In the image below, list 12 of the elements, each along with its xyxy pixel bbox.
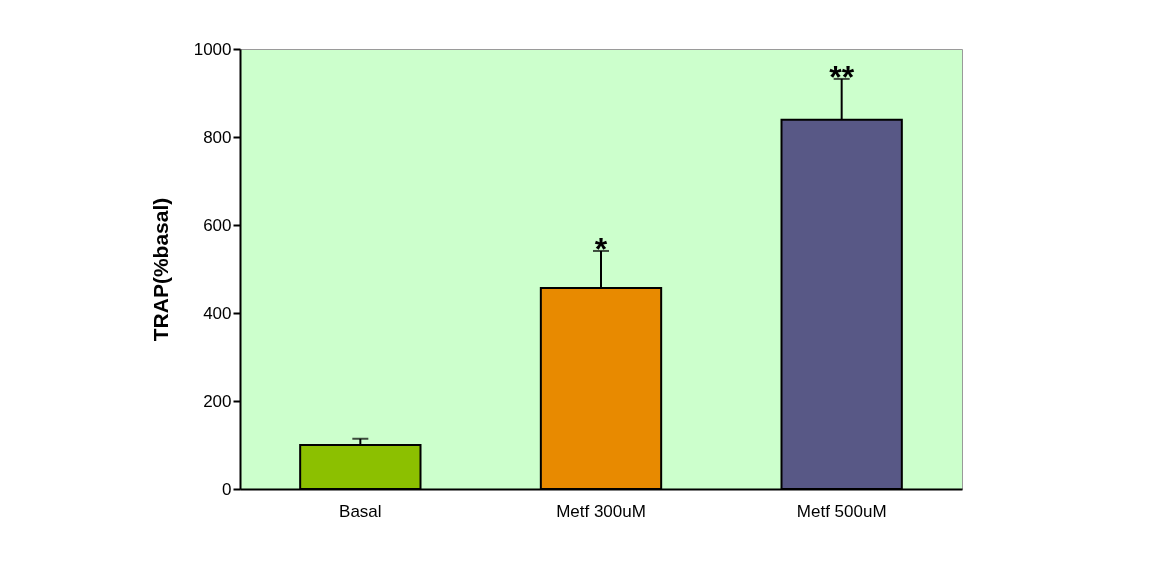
y-tick-label: 1000 bbox=[193, 39, 232, 59]
annotation: ** bbox=[829, 58, 855, 95]
y-axis-title: TRAP(%basal) bbox=[148, 197, 172, 342]
x-tick-label: Metf 500uM bbox=[796, 501, 887, 521]
x-tick-label: Metf 300uM bbox=[556, 501, 646, 521]
y-tick-label: 800 bbox=[203, 127, 232, 147]
x-tick-label: Basal bbox=[339, 501, 382, 521]
y-tick-label: 0 bbox=[222, 479, 232, 499]
y-tick-label: 200 bbox=[203, 391, 232, 411]
y-tick-label: 400 bbox=[203, 303, 232, 323]
y-tick-label: 600 bbox=[203, 215, 232, 235]
annotation: * bbox=[594, 230, 608, 267]
